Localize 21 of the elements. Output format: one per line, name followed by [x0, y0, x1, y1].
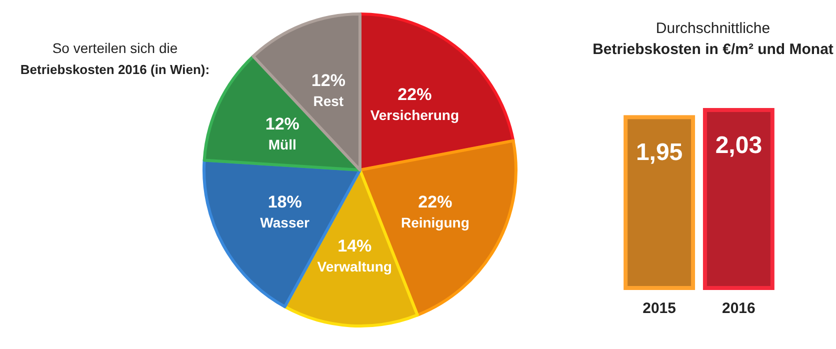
chart-subtitle: Betriebskosten in €/m² und Monat	[592, 41, 834, 58]
data-label: 18%	[268, 192, 302, 212]
data-label: 12%	[311, 71, 346, 90]
data-label: 2,03	[715, 132, 762, 159]
data-label: 14%	[338, 236, 372, 256]
data-label: 22%	[398, 84, 432, 104]
slice-label: Rest	[313, 93, 344, 110]
pie-slice	[252, 12, 362, 172]
chart-title: Durchschnittliche	[656, 20, 770, 37]
text: So verteilen sich die	[52, 40, 178, 56]
slice-label: Reinigung	[400, 214, 470, 230]
slice-label: Wasser	[260, 214, 310, 230]
data-label: 12%	[265, 114, 300, 134]
x-tick-label: 2016	[722, 300, 756, 317]
slice-label: Verwaltung	[317, 258, 392, 275]
slice-label: Müll	[268, 136, 296, 152]
x-tick-label: 2015	[642, 300, 676, 317]
slice-label: Versicherung	[370, 106, 460, 123]
data-label: 22%	[418, 192, 452, 212]
data-label: 1,95	[636, 139, 683, 166]
text: Betriebskosten 2016 (in Wien):	[20, 62, 210, 77]
